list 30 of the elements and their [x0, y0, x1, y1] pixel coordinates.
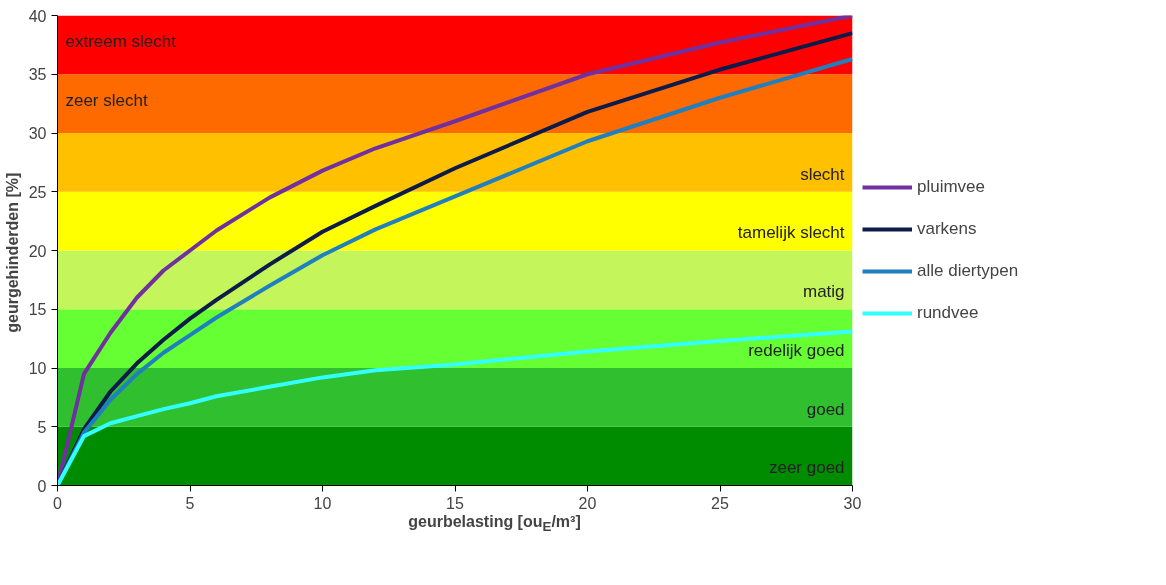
legend-label: pluimvee: [917, 177, 986, 197]
x-tick-label: 30: [843, 494, 862, 512]
x-tick-label: 15: [446, 494, 464, 512]
x-tick-label: 20: [578, 494, 597, 512]
band-label: matig: [802, 282, 845, 302]
legend-label: rundvee: [917, 303, 979, 323]
x-tick-label: 0: [53, 494, 63, 512]
x-tick-label: 10: [313, 494, 332, 512]
x-axis-title: geurbelasting [ou$_{E}$/m³]: [408, 512, 581, 537]
legend-label: varkens: [917, 219, 977, 239]
y-tick-label: 40: [28, 7, 47, 25]
legend-label: alle diertypen: [917, 261, 1019, 281]
x-tick-label: 5: [185, 494, 195, 512]
y-tick-label: 10: [28, 360, 47, 377]
band-label: goed: [806, 399, 845, 419]
y-tick-label: 35: [28, 66, 47, 84]
y-tick-label: 30: [28, 125, 47, 142]
y-tick-label: 15: [28, 301, 47, 319]
y-axis-title: geurgehinderden [%]: [3, 172, 21, 333]
band-label: extreem slecht: [65, 32, 177, 52]
y-tick-label: 0: [37, 477, 47, 495]
band-label: zeer goed: [768, 458, 845, 478]
band-label: redelijk goed: [748, 340, 845, 360]
y-tick-label: 20: [28, 242, 47, 260]
band-label: zeer slecht: [65, 91, 148, 111]
band-label: slecht: [800, 164, 845, 184]
y-tick-label: 5: [37, 418, 47, 436]
y-tick-label: 25: [28, 183, 47, 201]
band-label: tamelijk slecht: [737, 223, 845, 243]
x-tick-label: 25: [711, 494, 729, 512]
